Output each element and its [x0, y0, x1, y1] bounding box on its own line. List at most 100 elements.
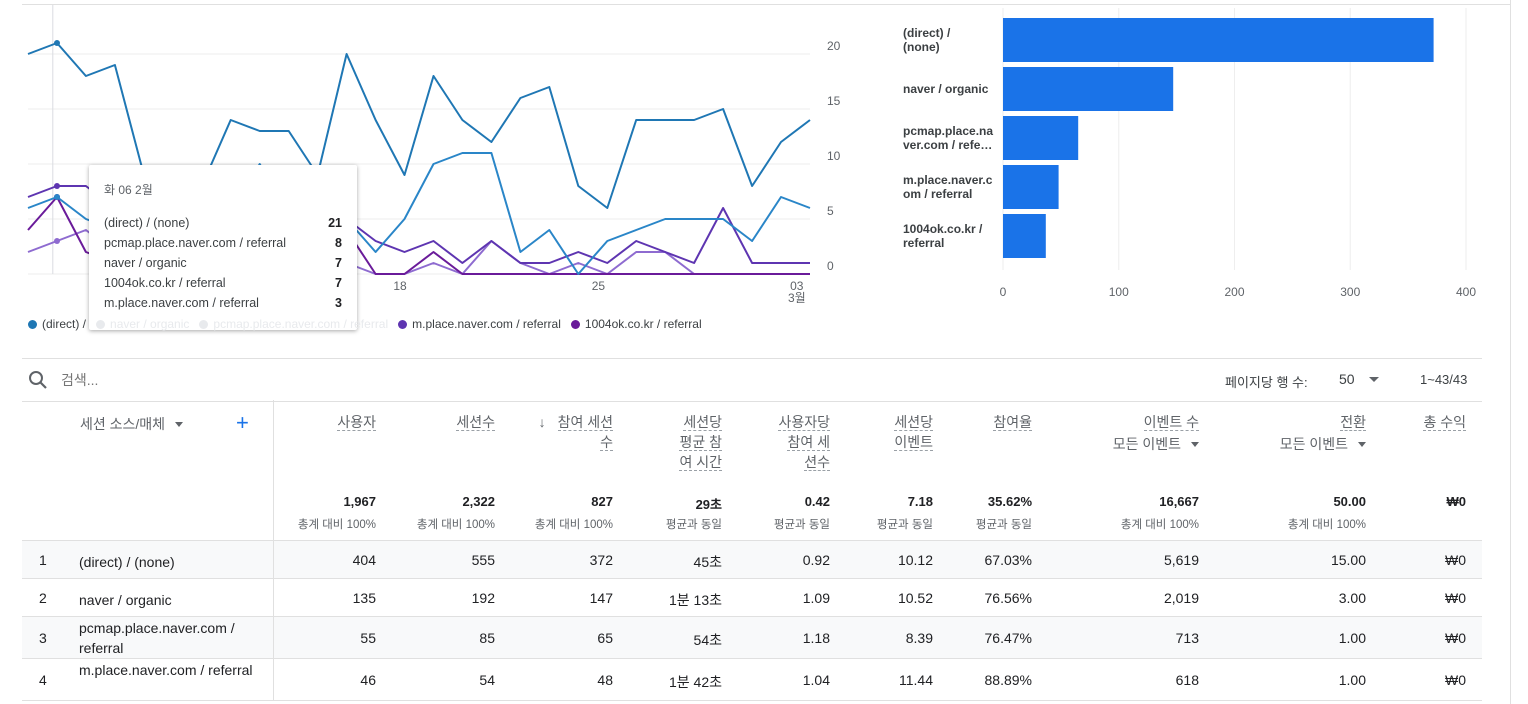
- table-row[interactable]: 4 m.place.naver.com / referral 46 54 48 1분 42…: [22, 659, 1482, 701]
- bar[interactable]: [1003, 18, 1434, 62]
- hover-point: [54, 183, 60, 189]
- legend-item[interactable]: naver / organic: [96, 317, 189, 331]
- category-label: referral: [903, 236, 944, 250]
- rows-per-page-select[interactable]: 50: [1339, 371, 1379, 387]
- column-divider: [273, 541, 274, 578]
- total-subtext: 총계 대비 100%: [297, 519, 376, 531]
- table-toolbar: 페이지당 행 수: 50 1~43/43: [22, 358, 1482, 402]
- column-divider: [273, 579, 274, 616]
- row-cell: ₩0: [1445, 671, 1466, 688]
- chevron-down-icon: [1358, 442, 1366, 447]
- row-cell: 192: [471, 589, 495, 606]
- column-header-users[interactable]: 사용자: [337, 412, 376, 432]
- right-scroll-divider: [1510, 0, 1511, 704]
- row-cell: 2,019: [1163, 589, 1199, 606]
- column-divider: [273, 617, 274, 658]
- chevron-down-icon: [1191, 442, 1199, 447]
- column-header-engaged-sessions-per-user[interactable]: 사용자당 참여 세 션수: [778, 412, 830, 472]
- row-cell: 1.18: [802, 629, 830, 646]
- x-tick-label: 400: [1456, 285, 1476, 299]
- legend-item[interactable]: 1004ok.co.kr / referral: [570, 317, 702, 331]
- bar-chart: 0 100 200 300 400 (direct) /(none) naver / org…: [903, 8, 1476, 299]
- table-row[interactable]: 3 pcmap.place.naver.com / referral 55 85 65 5…: [22, 617, 1482, 659]
- column-header-engagement-rate[interactable]: 참여율: [993, 412, 1032, 432]
- legend-item[interactable]: (direct) /: [28, 317, 86, 331]
- row-dimension[interactable]: naver / organic: [79, 591, 172, 608]
- chart-tooltip: 화 06 2월 (direct) / (none) 21 pcmap.place…: [89, 165, 357, 330]
- column-header-label: 평균 참: [679, 434, 722, 451]
- tooltip-row-label: naver / organic: [104, 256, 187, 270]
- column-header-conversions[interactable]: 전환 모든 이벤트: [1216, 412, 1366, 454]
- legend-dot: [398, 320, 408, 329]
- add-dimension-button[interactable]: +: [236, 410, 249, 435]
- row-cell: 10.12: [897, 551, 933, 568]
- column-header-events-per-session[interactable]: 세션당 이벤트: [894, 412, 933, 452]
- bar[interactable]: [1003, 116, 1079, 160]
- total-value: 29초: [695, 497, 722, 512]
- bar[interactable]: [1003, 214, 1046, 258]
- column-header-sessions[interactable]: 세션수: [456, 412, 495, 432]
- row-cell: 76.47%: [984, 629, 1032, 646]
- y-tick-label: 20: [827, 39, 841, 53]
- row-dimension[interactable]: (direct) / (none): [79, 553, 175, 570]
- total-subtext: 평균과 동일: [975, 519, 1032, 531]
- row-cell: ₩0: [1445, 629, 1466, 646]
- row-dimension[interactable]: m.place.naver.com / referral: [79, 661, 253, 678]
- column-divider: [273, 659, 274, 700]
- row-cell: 54초: [693, 631, 722, 648]
- rows-per-page-value: 50: [1339, 371, 1355, 387]
- row-cell: 1.04: [802, 671, 830, 688]
- legend-item[interactable]: m.place.naver.com / referral: [398, 317, 561, 331]
- row-cell: 55: [360, 629, 376, 646]
- column-header-label: 참여율: [993, 414, 1032, 431]
- event-filter-select[interactable]: 모든 이벤트: [1049, 434, 1199, 454]
- row-cell: 555: [471, 551, 495, 568]
- tooltip-title: 화 06 2월: [104, 183, 153, 197]
- legend-item[interactable]: pcmap.place.naver.com / referral: [199, 317, 388, 331]
- row-cell: 372: [589, 551, 613, 568]
- top-divider: [22, 4, 1510, 5]
- category-label: (none): [903, 40, 940, 54]
- legend-dot: [199, 320, 209, 329]
- dimension-select[interactable]: 세션 소스/매체: [80, 414, 184, 434]
- row-cell: 135: [352, 589, 376, 606]
- column-header-event-count[interactable]: 이벤트 수 모든 이벤트: [1049, 412, 1199, 454]
- row-cell: 147: [589, 589, 613, 606]
- row-cell: 0.92: [802, 551, 830, 568]
- legend-label: pcmap.place.naver.com / referral: [213, 317, 389, 331]
- bar[interactable]: [1003, 67, 1174, 111]
- x-tick-label: 25: [592, 279, 606, 293]
- search-input[interactable]: [59, 371, 363, 389]
- column-header-engaged-sessions[interactable]: ↓ 참여 세션 수: [539, 412, 613, 452]
- total-subtext: 총계 대비 100%: [1120, 519, 1199, 531]
- column-header-label: 이벤트: [894, 434, 933, 451]
- conversion-filter-select[interactable]: 모든 이벤트: [1216, 434, 1366, 454]
- total-subtext: 평균과 동일: [876, 519, 933, 531]
- row-cell: 404: [352, 551, 376, 568]
- row-cell: 15.00: [1330, 551, 1366, 568]
- total-value: 0.42: [804, 494, 830, 509]
- chevron-down-icon: [175, 422, 184, 427]
- table-row[interactable]: 2 naver / organic 135 192 147 1분 13초 1.09 10.52…: [22, 579, 1482, 617]
- tooltip-row: (direct) / (none) 21: [104, 216, 342, 230]
- table-row[interactable]: 1 (direct) / (none) 404 555 372 45초 0.92 10.12 6…: [22, 541, 1482, 579]
- y-tick-label: 0: [827, 259, 834, 273]
- total-value: 7.18: [907, 494, 933, 509]
- row-index: 2: [39, 589, 47, 606]
- dimension-column-header: 세션 소스/매체 +: [22, 400, 274, 540]
- bar[interactable]: [1003, 165, 1059, 209]
- y-tick-label: 15: [827, 94, 841, 108]
- column-header-label: 사용자당: [778, 414, 830, 431]
- chevron-down-icon: [1368, 377, 1379, 382]
- column-header-label: 참여 세션: [557, 414, 613, 431]
- column-header-total-revenue[interactable]: 총 수익: [1423, 412, 1466, 432]
- row-cell: ₩0: [1445, 589, 1466, 606]
- total-value: 2,322: [462, 494, 495, 509]
- row-cell: 76.56%: [984, 589, 1032, 606]
- column-header-label: 사용자: [337, 414, 376, 431]
- row-dimension[interactable]: pcmap.place.naver.com / referral: [79, 619, 235, 656]
- total-value: ₩0: [1446, 494, 1467, 509]
- category-label: 1004ok.co.kr /: [903, 222, 983, 236]
